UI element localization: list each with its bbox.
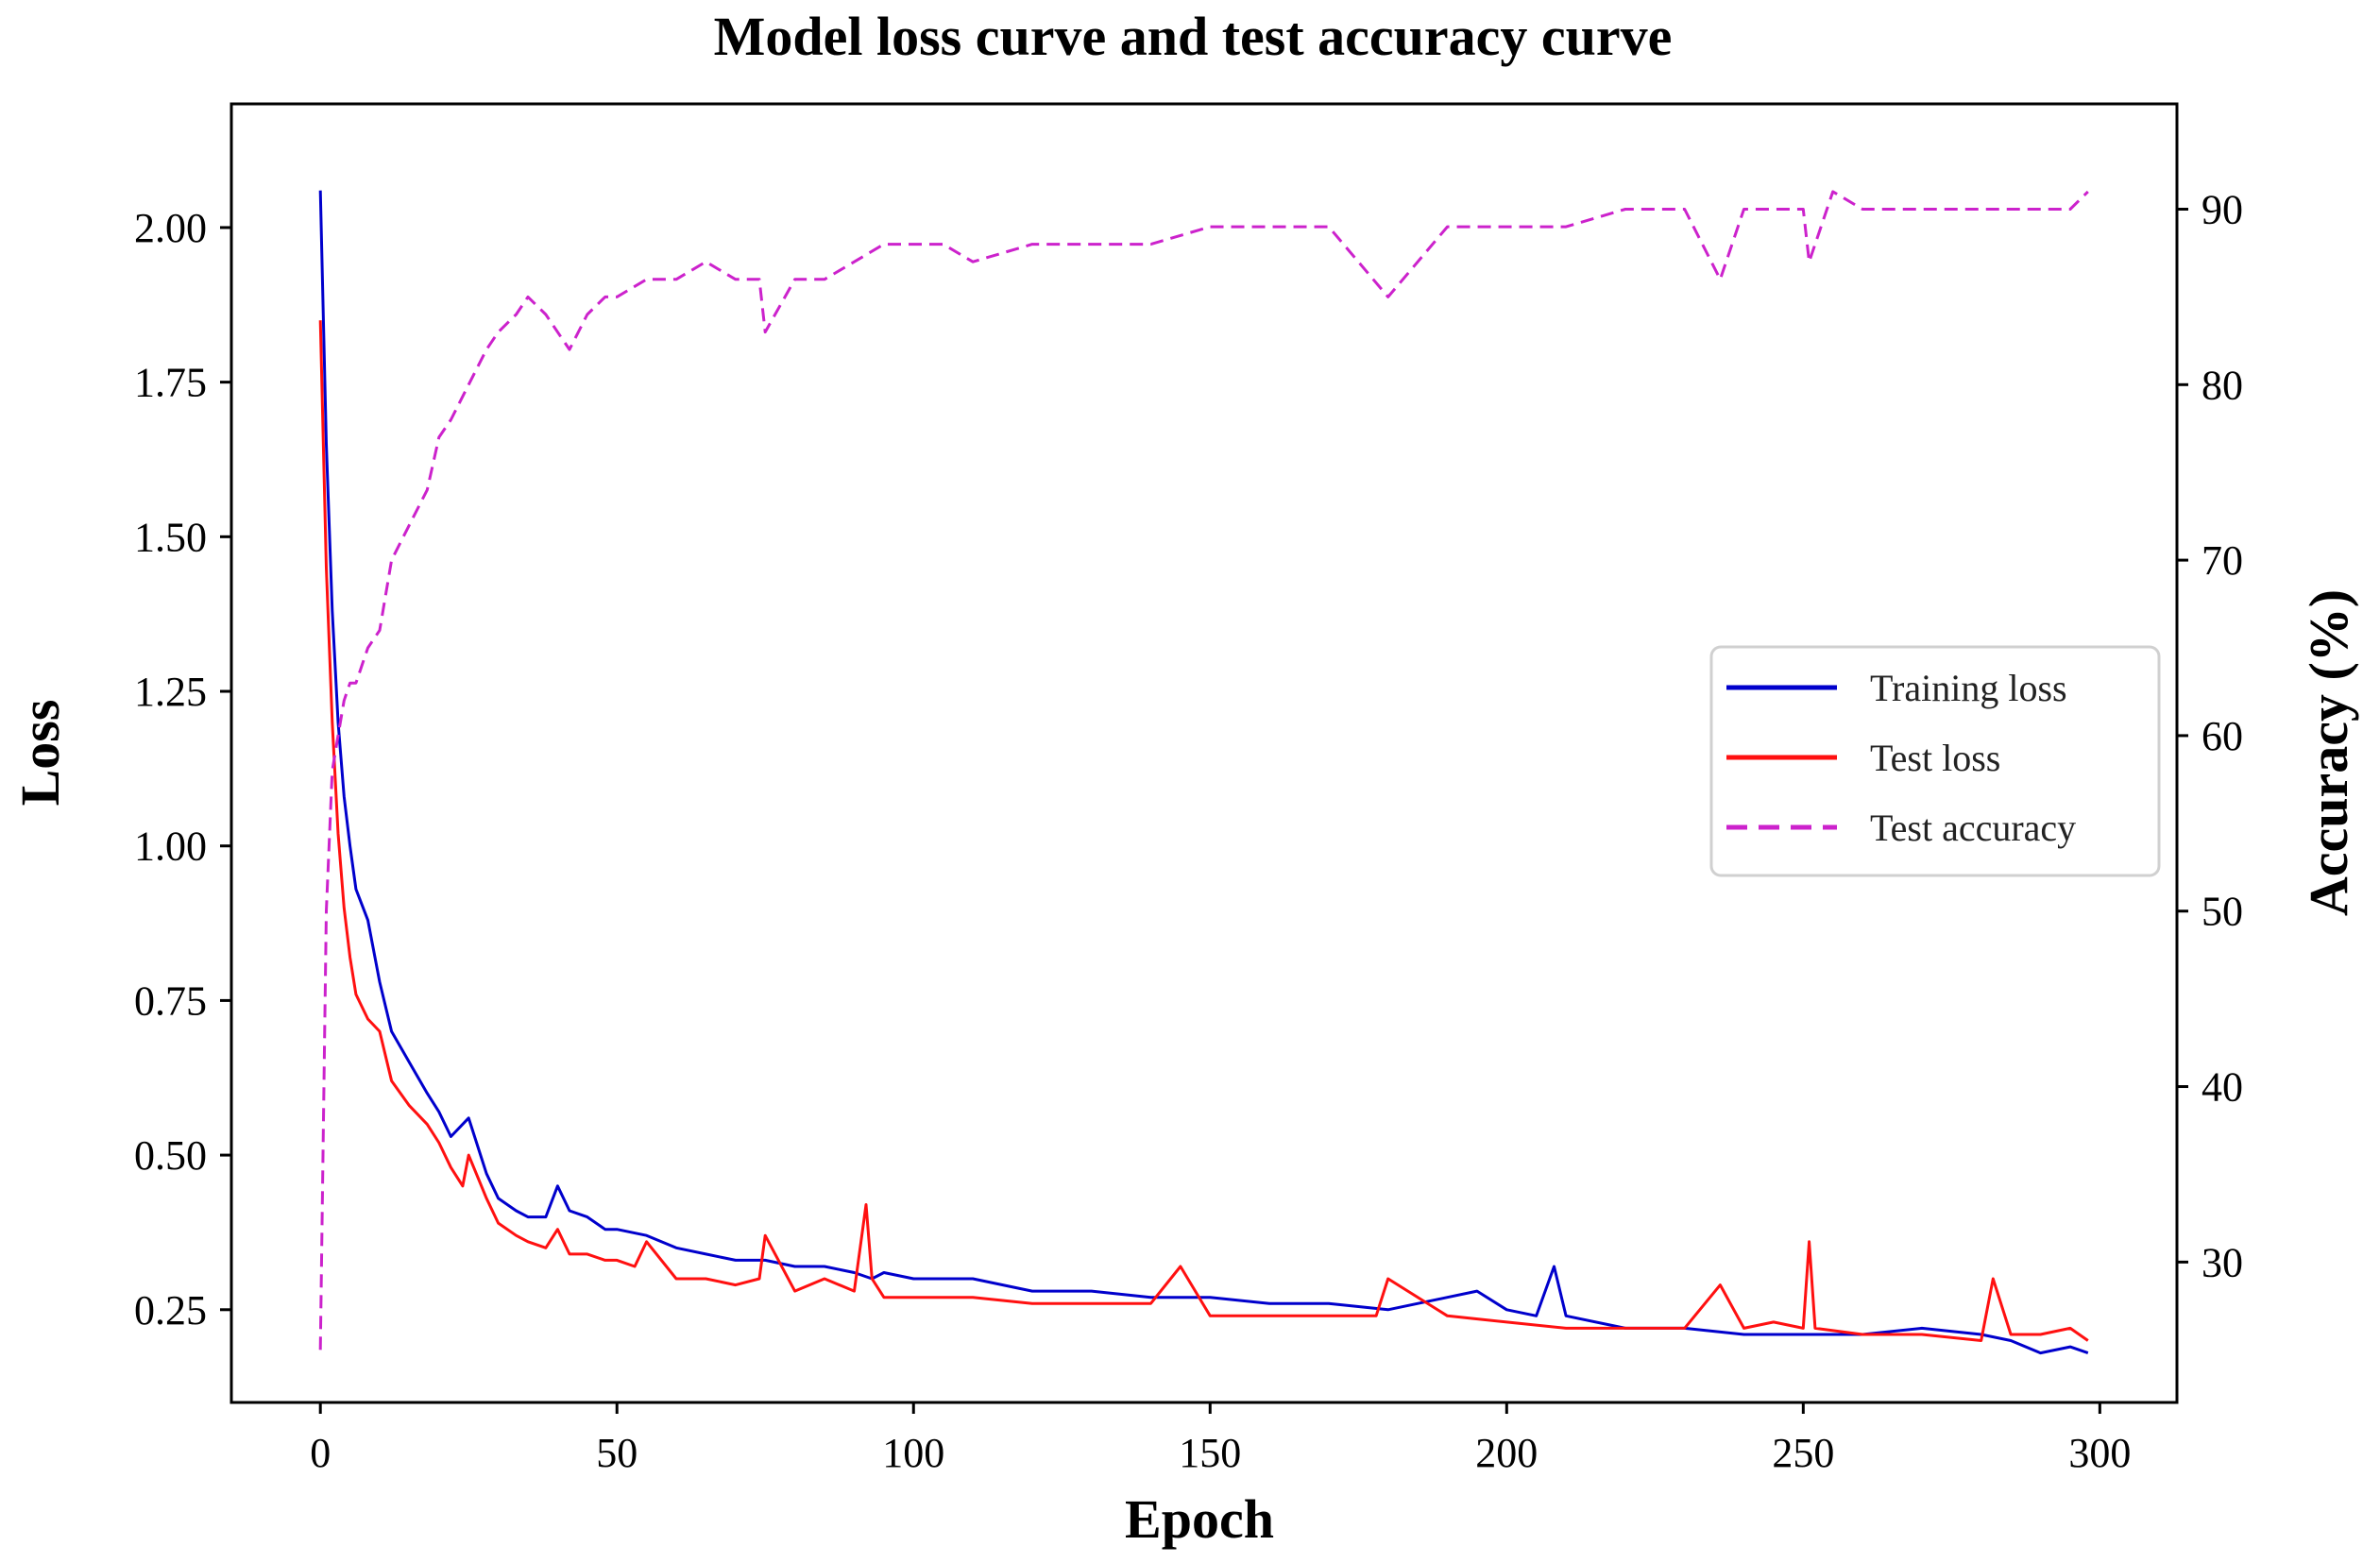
right-y-tick-label: 50	[2202, 889, 2243, 935]
right-y-tick-label: 70	[2202, 537, 2243, 584]
x-tick-label: 200	[1475, 1430, 1538, 1476]
left-y-tick-label: 1.25	[134, 669, 207, 715]
legend: Training loss Test loss Test accuracy	[1709, 645, 2161, 877]
left-y-axis-ticks: 0.25 0.50 0.75 1.00 1.25 1.50 1.75 2.00	[134, 205, 231, 1334]
left-y-tick-label: 1.50	[134, 514, 207, 560]
legend-label-test-loss: Test loss	[1870, 737, 2000, 779]
right-y-tick-label: 40	[2202, 1064, 2243, 1111]
right-y-tick-label: 30	[2202, 1239, 2243, 1285]
right-y-tick-label: 80	[2202, 362, 2243, 408]
series-training-loss-line	[318, 190, 2089, 1355]
left-y-tick-label: 1.00	[134, 824, 207, 870]
right-y-tick-label: 90	[2202, 186, 2243, 232]
x-axis-label: Epoch	[1125, 1488, 1274, 1550]
series-layer	[318, 190, 2089, 1355]
right-y-axis-ticks: 30 40 50 60 70 80 90	[2177, 186, 2243, 1285]
x-tick-label: 250	[1772, 1430, 1834, 1476]
x-tick-label: 300	[2068, 1430, 2131, 1476]
right-y-axis-label: Accuracy (%)	[2298, 589, 2359, 916]
series-test-loss-line	[318, 320, 2089, 1342]
left-y-axis-label: Loss	[9, 700, 71, 807]
legend-box	[1709, 645, 2161, 877]
plot-area-frame	[230, 102, 2179, 1404]
legend-label-training-loss: Training loss	[1870, 667, 2067, 709]
left-y-tick-label: 0.50	[134, 1132, 207, 1179]
left-y-tick-label: 0.25	[134, 1287, 207, 1334]
legend-label-test-accuracy: Test accuracy	[1870, 807, 2076, 849]
x-tick-label: 100	[882, 1430, 944, 1476]
left-y-tick-label: 2.00	[134, 205, 207, 251]
chart-title: Model loss curve and test accuracy curve	[714, 6, 1673, 67]
x-tick-label: 150	[1179, 1430, 1241, 1476]
x-tick-label: 0	[310, 1430, 331, 1476]
x-axis-ticks: 0 50 100 150 200 250 300	[310, 1402, 2131, 1476]
left-y-tick-label: 1.75	[134, 360, 207, 406]
right-y-tick-label: 60	[2202, 713, 2243, 759]
x-tick-label: 50	[596, 1430, 638, 1476]
series-test-accuracy-line	[318, 190, 2089, 1351]
left-y-tick-label: 0.75	[134, 977, 207, 1024]
